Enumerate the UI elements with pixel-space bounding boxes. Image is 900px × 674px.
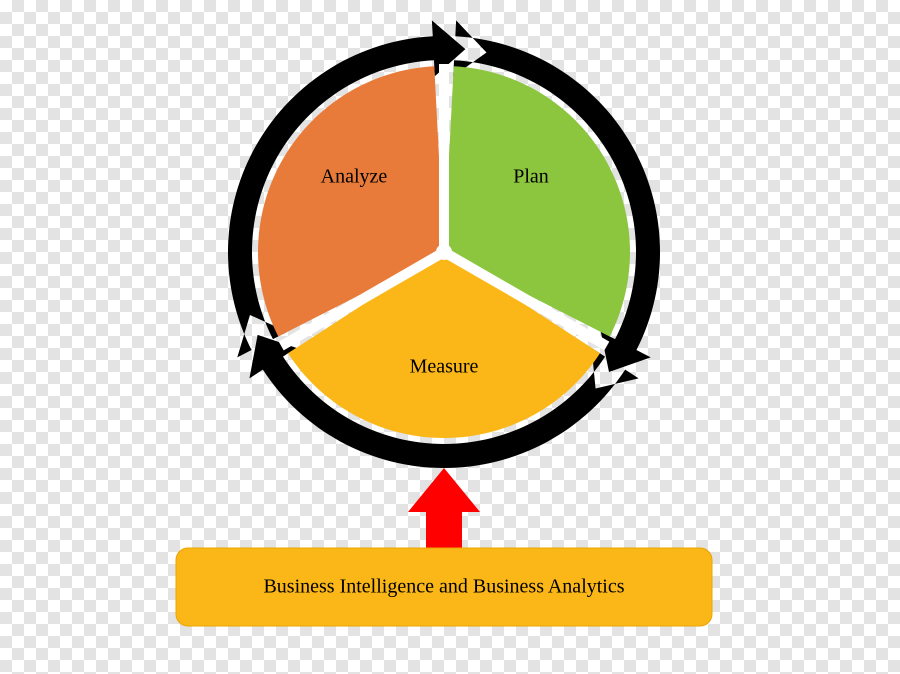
- cycle-segments: [258, 64, 630, 438]
- label-analyze: Analyze: [321, 166, 388, 188]
- label-measure: Measure: [410, 356, 479, 378]
- cycle-diagram: Plan Measure Analyze Business Intelligence…: [0, 0, 900, 674]
- pointer-arrow: [408, 468, 480, 548]
- up-arrow-icon: [408, 468, 480, 548]
- caption-text: Business Intelligence and Business Analy…: [263, 576, 624, 598]
- hub: [436, 244, 452, 260]
- label-plan: Plan: [513, 166, 549, 188]
- caption-box: Business Intelligence and Business Analy…: [176, 548, 712, 626]
